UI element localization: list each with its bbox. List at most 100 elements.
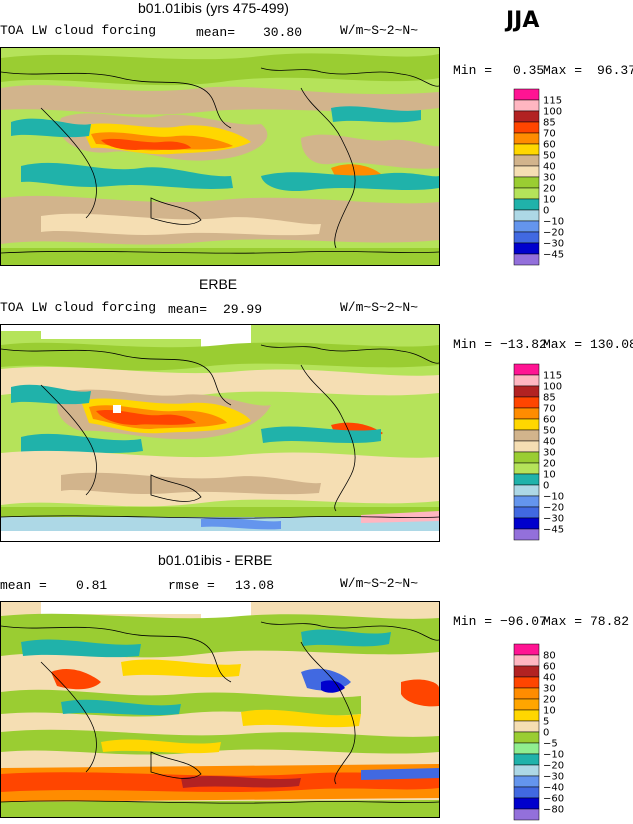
panel-3-max-label: Max =: [543, 614, 583, 629]
panel-3-colorbar-label: 5: [543, 717, 549, 728]
panel-2-colorbar-swatch: [513, 407, 540, 420]
panel-3-colorbar-swatch: [513, 687, 540, 700]
panel-1-colorbar-swatch: [513, 143, 540, 156]
panel-3-colorbar-swatch: [513, 797, 540, 810]
panel-2-colorbar-label: 85: [543, 393, 556, 404]
panel-1-colorbar-swatch: [513, 99, 540, 112]
panel-1-colorbar-swatch: [513, 176, 540, 189]
panel-3-colorbar-swatch: [513, 720, 540, 733]
panel-1-colorbar-swatch: [513, 110, 540, 123]
panel-2-colorbar-swatch: [513, 429, 540, 442]
panel-2-colorbar-label: −10: [543, 492, 564, 503]
panel-1-colorbar-swatch: [513, 253, 540, 266]
panel-1-colorbar-label: 30: [543, 173, 556, 184]
panel-1-colorbar-swatch: [513, 231, 540, 244]
panel-2-colorbar-swatch: [513, 451, 540, 464]
panel-2-units: W/m~S~2~N~: [340, 300, 419, 315]
panel-1-colorbar-swatch: [513, 154, 540, 167]
panel-1-colorbar-label: −10: [543, 217, 564, 228]
panel-2-colorbar-label: 115: [543, 371, 562, 382]
panel-3-colorbar-label: 40: [543, 673, 556, 684]
panel-3-rmse-value: 13.08: [235, 578, 275, 593]
panel-1-colorbar-label: 115: [543, 96, 562, 107]
panel-2-colorbar-swatch: [513, 484, 540, 497]
panel-1-colorbar-label: 70: [543, 129, 556, 140]
panel-3-colorbar-swatch: [513, 731, 540, 744]
panel-1-max-label: Max =: [543, 63, 583, 78]
panel-1-colorbar-swatch: [513, 198, 540, 211]
panel-3-units: W/m~S~2~N~: [340, 576, 419, 591]
panel-2-map: [0, 324, 440, 542]
panel-3-colorbar-label: −20: [543, 761, 564, 772]
panel-1-colorbar-swatch: [513, 121, 540, 134]
panel-3-colorbar-swatch: [513, 786, 540, 799]
panel-3-colorbar-swatch: [513, 676, 540, 689]
panel-3-colorbar-label: −5: [543, 739, 558, 750]
panel-3-colorbar-swatch: [513, 654, 540, 667]
panel-3-colorbar-swatch: [513, 808, 540, 821]
panel-2-colorbar-label: 0: [543, 481, 549, 492]
panel-1-mean-label: mean=: [196, 25, 236, 40]
panel-3-mean-value: 0.81: [76, 578, 108, 593]
panel-3-colorbar-swatch: [513, 764, 540, 777]
panel-1-min-value: 0.35: [513, 63, 545, 78]
panel-3-colorbar-label: 60: [543, 662, 556, 673]
panel-2-colorbar: 115 100 85 70 60 50 40 30 20 10 0 −10 −20 −30 −45: [513, 363, 564, 544]
panel-3-colorbar-label: −30: [543, 772, 564, 783]
panel-3-colorbar-swatch: [513, 775, 540, 788]
panel-2-mean-value: 29.99: [223, 302, 263, 317]
panel-1-colorbar-label: 100: [543, 107, 562, 118]
panel-1-map-field: [1, 48, 439, 265]
panel-2-colorbar-label: 30: [543, 448, 556, 459]
panel-2-colorbar-label: 60: [543, 415, 556, 426]
panel-3-colorbar-swatch: [513, 709, 540, 722]
panel-2-colorbar-swatch: [513, 385, 540, 398]
panel-2-colorbar-swatch: [513, 528, 540, 541]
panel-3-colorbar-label: −40: [543, 783, 564, 794]
panel-1-colorbar-label: 10: [543, 195, 556, 206]
panel-1-max-value: 96.37: [597, 63, 633, 78]
panel-1-colorbar-swatch: [513, 88, 540, 101]
panel-3-min-label: Min =: [453, 614, 493, 629]
panel-1-units: W/m~S~2~N~: [340, 23, 419, 38]
panel-2-colorbar-swatch: [513, 418, 540, 431]
panel-2-colorbar-swatch: [513, 440, 540, 453]
panel-1-colorbar-swatch: [513, 242, 540, 255]
panel-1-colorbar-label: −30: [543, 239, 564, 250]
panel-3-colorbar-label: −10: [543, 750, 564, 761]
panel-1-colorbar-swatch: [513, 220, 540, 233]
panel-2-title: ERBE: [199, 276, 238, 292]
panel-2-colorbar-label: 10: [543, 470, 556, 481]
panel-2-colorbar-label: 100: [543, 382, 562, 393]
panel-3-colorbar-label: 20: [543, 695, 556, 706]
panel-2-colorbar-label: −30: [543, 514, 564, 525]
panel-2-colorbar-label: 40: [543, 437, 556, 448]
panel-1-colorbar-swatch: [513, 132, 540, 145]
panel-3-colorbar-label: −60: [543, 794, 564, 805]
panel-3-colorbar-label: 0: [543, 728, 549, 739]
panel-3-colorbar-label: 30: [543, 684, 556, 695]
panel-2-colorbar-label: 50: [543, 426, 556, 437]
panel-3-colorbar-swatch: [513, 643, 540, 656]
panel-1-colorbar-label: 60: [543, 140, 556, 151]
panel-2-colorbar-swatch: [513, 495, 540, 508]
panel-3-colorbar-swatch: [513, 665, 540, 678]
panel-1-colorbar-label: −45: [543, 250, 564, 261]
panel-1-variable-label: TOA LW cloud forcing: [0, 23, 157, 38]
panel-2-min-label: Min =: [453, 337, 493, 352]
panel-1-title: b01.01ibis (yrs 475-499): [138, 0, 289, 16]
panel-1-colorbar-label: 20: [543, 184, 556, 195]
panel-2-colorbar-swatch: [513, 506, 540, 519]
panel-1-colorbar-swatch: [513, 165, 540, 178]
panel-2-colorbar-swatch: [513, 473, 540, 486]
panel-1-colorbar-label: 85: [543, 118, 556, 129]
panel-3-min-value: −96.07: [500, 614, 547, 629]
panel-1-colorbar-swatch: [513, 209, 540, 222]
panel-1-colorbar-label: 50: [543, 151, 556, 162]
panel-1-colorbar-label: 40: [543, 162, 556, 173]
panel-2-max-value: 130.08: [590, 337, 633, 352]
panel-2-colorbar-swatch: [513, 363, 540, 376]
panel-3-max-value: 78.82: [590, 614, 630, 629]
